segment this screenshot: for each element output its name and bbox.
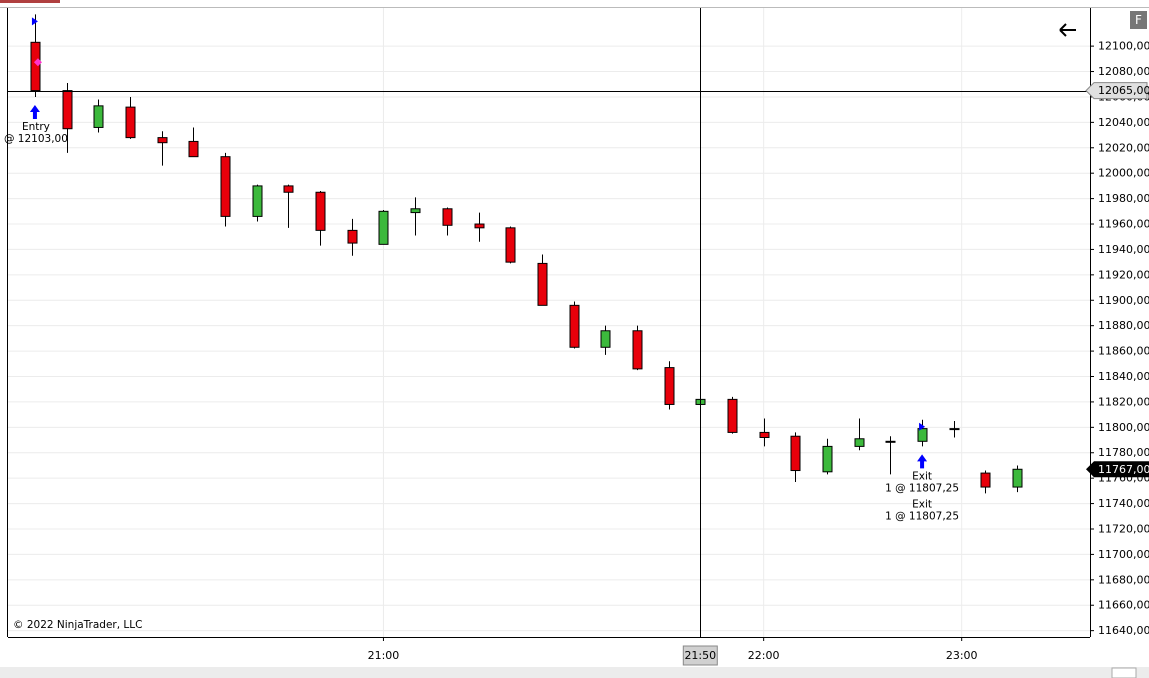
candle-body — [632, 330, 643, 370]
y-tick-label: 11900,00 — [1098, 294, 1149, 307]
candle-body — [30, 41, 41, 92]
candle-body — [569, 304, 580, 348]
candle-body — [822, 445, 833, 473]
y-tick-label: 11720,00 — [1098, 522, 1149, 535]
candle-body — [854, 438, 865, 447]
x-tick-label: 23:00 — [946, 649, 978, 662]
button-label[interactable]: F — [1135, 13, 1142, 27]
y-tick-label: 12020,00 — [1098, 141, 1149, 154]
candle-body — [125, 106, 136, 139]
top-strip — [0, 0, 60, 3]
candle-body — [157, 137, 168, 144]
entry-diamond — [33, 58, 42, 67]
candle-body — [1012, 468, 1023, 488]
candle-body — [93, 105, 104, 128]
crosshair-x-box — [682, 645, 718, 666]
candle-body — [474, 223, 485, 229]
y-tick-label: 11800,00 — [1098, 421, 1149, 434]
last-price-box — [1086, 461, 1149, 478]
crosshair-y-label: 12065,00 — [1098, 84, 1149, 97]
y-tick-label: 11880,00 — [1098, 319, 1149, 332]
y-tick-label: 11700,00 — [1098, 548, 1149, 561]
execution-arrow — [29, 104, 40, 119]
candle-body — [505, 227, 516, 263]
y-tick-label: 11680,00 — [1098, 573, 1149, 586]
y-tick-label: 11840,00 — [1098, 370, 1149, 383]
execution-label: @ 12103,00 — [4, 133, 68, 145]
candle-body — [188, 140, 199, 158]
y-tick-label: 12000,00 — [1098, 167, 1149, 180]
x-tick-label: 22:00 — [748, 649, 780, 662]
candle-body — [283, 185, 294, 193]
candle-body — [917, 428, 928, 442]
y-tick-label: 11940,00 — [1098, 243, 1149, 256]
x-tick-label: 21:00 — [368, 649, 400, 662]
y-tick-label: 11920,00 — [1098, 268, 1149, 281]
y-tick-label: 11960,00 — [1098, 218, 1149, 231]
candle-body — [949, 428, 960, 431]
candle-body — [790, 435, 801, 472]
execution-label: Exit — [912, 470, 932, 482]
execution-label: Exit — [912, 498, 932, 510]
y-tick-label: 12040,00 — [1098, 116, 1149, 129]
execution-flag — [919, 422, 926, 431]
candle-body — [347, 229, 358, 244]
y-tick-label: 11980,00 — [1098, 192, 1149, 205]
scrollbar[interactable] — [0, 667, 1149, 678]
execution-label: 1 @ 11807,25 — [885, 510, 959, 522]
y-tick-label: 11860,00 — [1098, 345, 1149, 358]
button[interactable] — [1130, 11, 1147, 29]
execution-flag — [31, 17, 38, 26]
candle-body — [220, 156, 231, 217]
y-tick-label: 11640,00 — [1098, 624, 1149, 637]
candle-body — [62, 90, 73, 130]
last-price-label: 11767,00 — [1098, 463, 1149, 476]
scroll-thumb[interactable] — [1111, 667, 1137, 678]
y-tick-label: 12080,00 — [1098, 65, 1149, 78]
y-tick-label: 11820,00 — [1098, 395, 1149, 408]
y-tick-label: 11780,00 — [1098, 446, 1149, 459]
candle-body — [315, 191, 326, 231]
candle-body — [980, 472, 991, 488]
candle-body — [727, 398, 738, 433]
y-tick-label: 11740,00 — [1098, 497, 1149, 510]
candle-body — [410, 208, 421, 214]
execution-arrow — [917, 454, 928, 469]
crosshair-x-label: 21:50 — [684, 649, 716, 662]
candle-body — [442, 208, 453, 226]
candle-body — [600, 330, 611, 348]
copyright: © 2022 NinjaTrader, LLC — [13, 619, 142, 631]
y-tick-label: 11660,00 — [1098, 599, 1149, 612]
execution-label: 1 @ 11807,25 — [885, 482, 959, 494]
candle-body — [537, 262, 548, 306]
y-tick-label: 12100,00 — [1098, 40, 1149, 53]
candle-body — [759, 431, 770, 438]
candle-body — [378, 210, 389, 245]
crosshair-y-box — [1085, 82, 1148, 100]
candle-body — [252, 185, 263, 217]
candle-body — [664, 367, 675, 405]
execution-label: Entry — [22, 121, 50, 133]
candle-body — [885, 440, 896, 443]
back-arrow[interactable] — [1059, 23, 1076, 37]
